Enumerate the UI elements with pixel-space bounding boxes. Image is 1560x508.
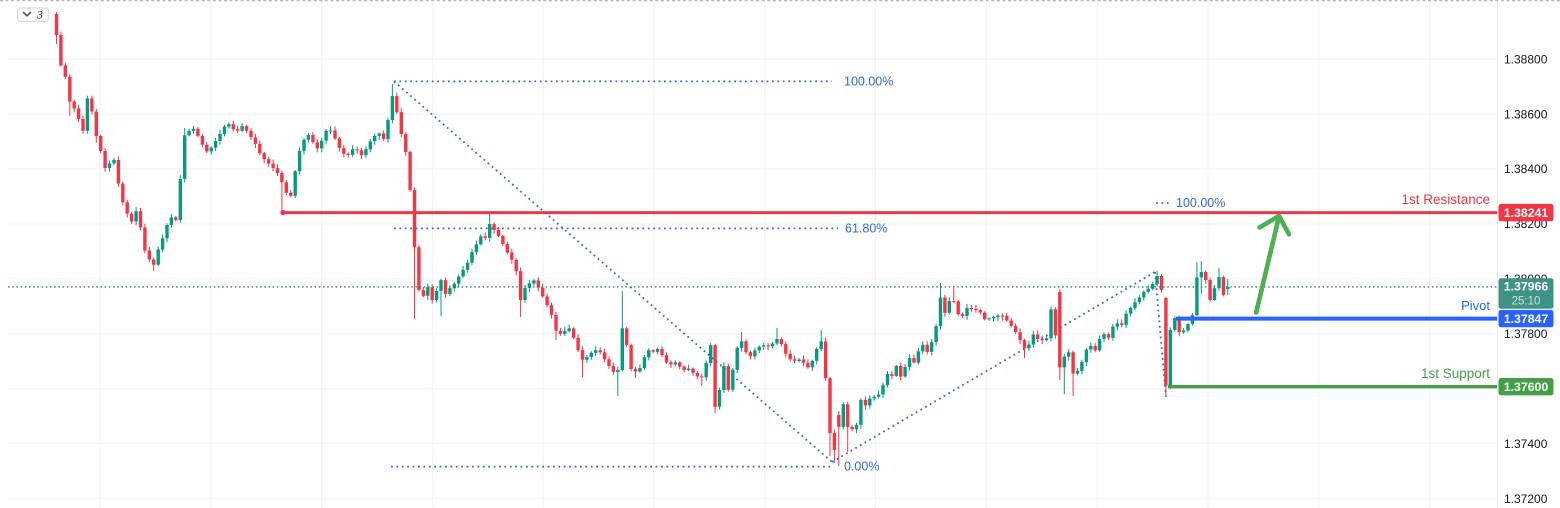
svg-text:1.38241: 1.38241 [1504,206,1549,220]
svg-text:1.38800: 1.38800 [1504,52,1548,66]
svg-text:Pivot: Pivot [1461,298,1490,313]
svg-text:1.38400: 1.38400 [1504,162,1548,176]
svg-text:1.37200: 1.37200 [1504,492,1548,506]
svg-text:1.37600: 1.37600 [1504,380,1549,394]
svg-text:1.37800: 1.37800 [1504,327,1548,341]
svg-text:1st Resistance: 1st Resistance [1401,192,1490,207]
svg-text:0.00%: 0.00% [844,460,879,474]
svg-text:3: 3 [36,8,43,22]
svg-text:100.00%: 100.00% [1176,196,1225,210]
svg-text:61.80%: 61.80% [845,222,887,236]
svg-text:1.37966: 1.37966 [1504,280,1549,294]
svg-text:25:10: 25:10 [1512,295,1541,307]
svg-text:1.38600: 1.38600 [1504,107,1548,121]
svg-text:1.37400: 1.37400 [1504,437,1548,451]
svg-text:1st Support: 1st Support [1421,366,1490,381]
svg-text:100.00%: 100.00% [844,75,893,89]
svg-text:1.37847: 1.37847 [1504,312,1549,326]
